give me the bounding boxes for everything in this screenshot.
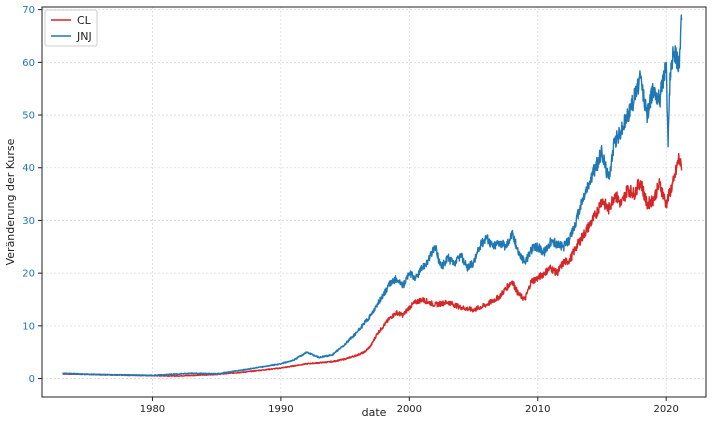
y-tick-label: 50 [22, 111, 35, 122]
y-axis-label: Veränderung der Kurse [4, 138, 17, 265]
series-line-cl [62, 152, 683, 377]
ticks: 1980 1990 2000 2010 2020 0 10 20 30 40 50 60 70 [22, 5, 679, 415]
x-tick-label: 2000 [397, 404, 422, 415]
x-tick-label: 2020 [653, 404, 678, 415]
x-tick-label: 2010 [525, 404, 550, 415]
y-tick-label: 70 [22, 5, 35, 16]
plot-frame [41, 6, 707, 398]
y-tick-label: 60 [22, 58, 35, 69]
legend: CL JNJ [44, 9, 98, 47]
x-axis-label: date [362, 406, 387, 419]
y-tick-label: 40 [22, 163, 35, 174]
legend-label-jnj: JNJ [76, 30, 92, 43]
series-line-jnj [62, 14, 683, 377]
series-lines [62, 14, 683, 377]
x-tick-label: 1980 [140, 404, 165, 415]
y-tick-label: 20 [22, 269, 35, 280]
y-tick-label: 30 [22, 216, 35, 227]
x-tick-label: 1990 [268, 404, 293, 415]
legend-label-cl: CL [77, 14, 92, 27]
y-tick-label: 10 [22, 321, 35, 332]
y-tick-label: 0 [29, 374, 35, 385]
legend-box [44, 9, 98, 47]
